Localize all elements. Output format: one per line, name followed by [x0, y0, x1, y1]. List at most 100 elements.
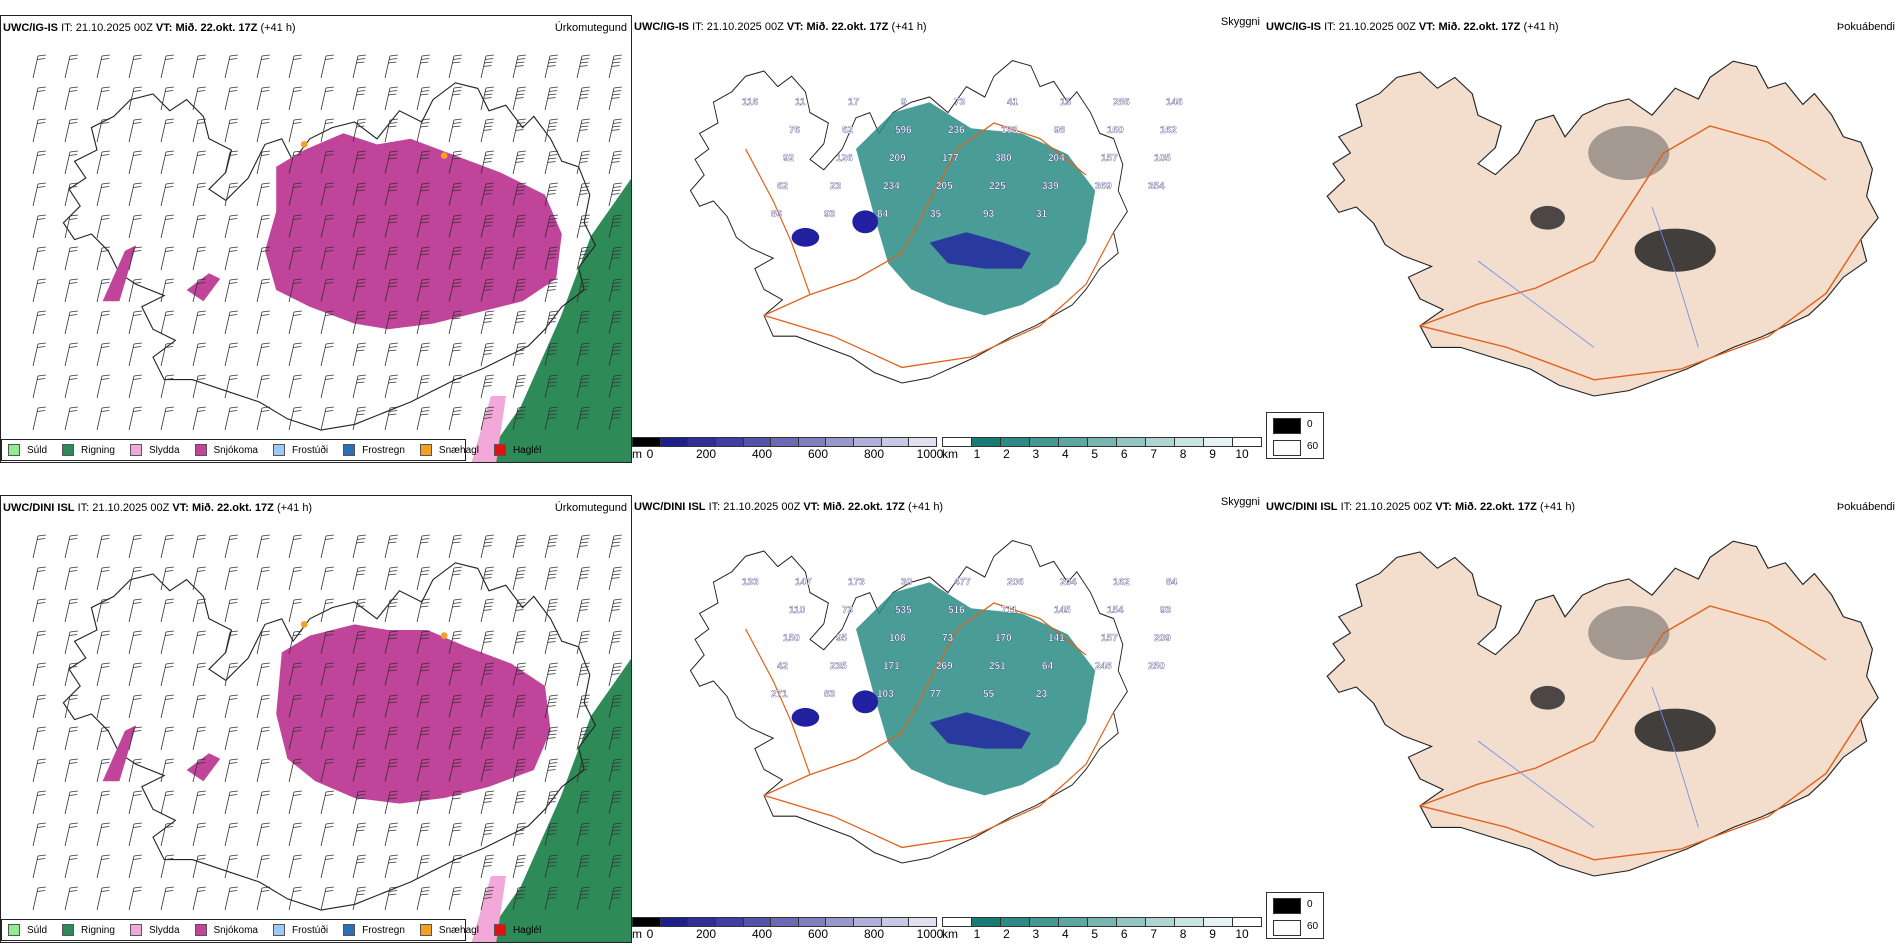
cloud-top-label: 205 — [936, 181, 953, 192]
colorbar-cell — [1204, 438, 1233, 446]
wind-barb — [480, 726, 495, 751]
valid-time: Mið. 22.okt. 17Z — [822, 501, 905, 513]
wind-barb — [224, 182, 239, 207]
wind-barb — [128, 822, 143, 847]
wind-barb — [576, 886, 591, 911]
wind-barb — [224, 342, 239, 367]
cloud-top-label: 596 — [895, 125, 912, 136]
cloud-top-label: 84 — [877, 209, 889, 220]
colorbar-cell — [826, 438, 855, 446]
wind-barb — [320, 374, 335, 399]
fog-area — [1634, 708, 1716, 752]
wind-barb — [448, 694, 463, 719]
wind-barb — [64, 534, 79, 559]
wind-barb — [576, 310, 591, 335]
wind-barb — [480, 886, 495, 911]
legend-label: Slydda — [148, 924, 180, 936]
wind-barb — [192, 662, 207, 687]
coastline — [62, 82, 597, 431]
cloud-top-label: 62 — [777, 181, 789, 192]
wind-barb — [128, 854, 143, 879]
snow-area — [102, 725, 137, 782]
wind-barb — [448, 246, 463, 271]
wind-barb — [512, 118, 527, 143]
fog-legend-label: 0 — [1307, 899, 1313, 910]
wind-barb — [160, 566, 175, 591]
wind-barb — [320, 726, 335, 751]
cloud-top-label: 31 — [1036, 209, 1048, 220]
wind-barb — [416, 182, 431, 207]
colorbar-cell — [743, 438, 772, 446]
colorbar-cell — [633, 438, 661, 446]
wind-barb — [96, 374, 111, 399]
wind-barb — [160, 694, 175, 719]
wind-barb — [256, 566, 271, 591]
panel-title: Úrkomutegund — [554, 502, 627, 514]
wind-barb — [192, 310, 207, 335]
colorbar-cell — [1146, 918, 1175, 926]
wind-barb — [352, 694, 367, 719]
wind-barb — [384, 534, 399, 559]
legend-item: Súld — [8, 924, 47, 936]
cloud-top-label: 146 — [1166, 97, 1183, 108]
wind-barb — [352, 534, 367, 559]
cloud-top-label: 133 — [742, 577, 759, 588]
wind-barb — [128, 182, 143, 207]
visibility-panel-top: UWC/IG-IS IT: 21.10.2025 00Z VT: Mið. 22… — [632, 15, 1264, 465]
wind-barb — [64, 310, 79, 335]
wind-barb — [576, 342, 591, 367]
colorbar-cell — [715, 918, 744, 926]
wind-barb — [128, 310, 143, 335]
wind-barb — [64, 694, 79, 719]
wind-barb — [224, 374, 239, 399]
legend-swatch — [272, 924, 285, 936]
wind-barb — [128, 630, 143, 655]
legend-label: Rigning — [81, 444, 115, 456]
wind-barb — [352, 662, 367, 687]
wind-barb — [256, 182, 271, 207]
legend-item: Slydda — [129, 924, 180, 936]
colorbar-tick: 10 — [1235, 927, 1249, 941]
wind-barb — [224, 246, 239, 271]
cloud-top-label: 160 — [1107, 125, 1124, 136]
wind-barb — [160, 790, 175, 815]
wind-barb — [576, 150, 591, 175]
wind-barb — [128, 246, 143, 271]
wind-barb — [512, 54, 527, 79]
wind-barb — [320, 182, 335, 207]
height-colorbar — [632, 917, 937, 927]
wind-barb — [320, 246, 335, 271]
wind-barb — [160, 758, 175, 783]
legend-swatch — [62, 444, 75, 456]
wind-barb — [288, 822, 303, 847]
wind-barb — [192, 118, 207, 143]
colorbar-cell — [1233, 438, 1261, 446]
wind-barb — [64, 246, 79, 271]
wind-barb — [320, 630, 335, 655]
wind-barb — [32, 150, 47, 175]
wind-barb — [192, 790, 207, 815]
wind-barb — [352, 54, 367, 79]
wind-barb — [256, 598, 271, 623]
wind-barb — [352, 854, 367, 879]
wind-barb — [608, 54, 623, 79]
legend-label: Haglél — [512, 444, 542, 456]
wind-barb — [448, 150, 463, 175]
wind-barb — [576, 726, 591, 751]
wind-barb — [544, 726, 559, 751]
wind-barb — [448, 662, 463, 687]
river-network — [1477, 686, 1699, 828]
wind-barb — [160, 886, 175, 911]
precip-legend: Súld Rigning Slydda Snjókoma Frostúði Frostre… — [1, 439, 541, 461]
cloud-top-label: 93 — [983, 209, 995, 220]
wind-barb — [64, 630, 79, 655]
wind-barb — [64, 214, 79, 239]
cloud-base-colorbar — [942, 917, 1262, 927]
wind-barb — [224, 406, 239, 431]
wind-barb — [224, 886, 239, 911]
wind-barb — [96, 630, 111, 655]
wind-barb — [416, 662, 431, 687]
legend-swatch — [343, 924, 356, 936]
cloud-top-label: 269 — [936, 661, 953, 672]
wind-barb — [96, 598, 111, 623]
